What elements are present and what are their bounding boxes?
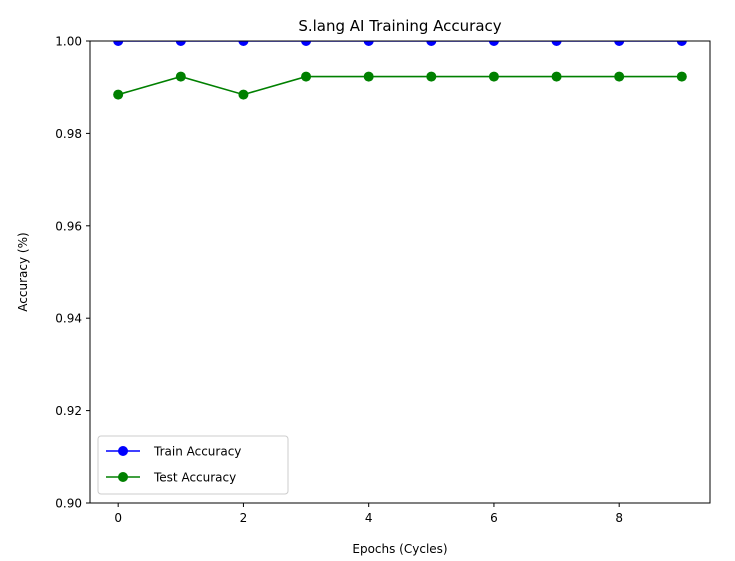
train-accuracy-point	[238, 41, 249, 46]
test-accuracy-point	[551, 71, 562, 82]
series-clip-group	[113, 41, 687, 100]
y-tick-label: 0.92	[55, 404, 82, 418]
train-accuracy-point	[175, 41, 186, 46]
x-tick-label: 4	[365, 511, 373, 525]
plot-series	[113, 41, 687, 100]
test-accuracy-point	[426, 71, 437, 82]
train-accuracy-point	[113, 41, 124, 46]
x-tick-label: 2	[240, 511, 248, 525]
x-tick-label: 8	[615, 511, 623, 525]
test-accuracy-point	[614, 71, 625, 82]
test-accuracy-line	[117, 75, 682, 96]
x-tick-label: 0	[114, 511, 122, 525]
x-tick-label: 6	[490, 511, 498, 525]
chart-title: S.lang AI Training Accuracy	[298, 17, 501, 35]
test-accuracy-point	[363, 71, 374, 82]
train-accuracy-point	[363, 41, 374, 46]
train-accuracy-legend-marker	[118, 446, 128, 456]
test-accuracy-point	[676, 71, 687, 82]
train-accuracy-point	[488, 41, 499, 46]
y-tick-label: 0.96	[55, 219, 82, 233]
test-accuracy-point	[175, 71, 186, 82]
y-tick-label: 0.94	[55, 312, 82, 326]
test-accuracy-legend-marker	[118, 472, 128, 482]
train-accuracy-point	[551, 41, 562, 46]
plot-frame	[89, 40, 711, 504]
train-accuracy-legend-label: Train Accuracy	[153, 445, 241, 459]
train-accuracy-point	[614, 41, 625, 46]
axis-ticks: 0 2 4 6 8 0.90 0.92 0.94 0.96 0.98 1.00	[55, 35, 623, 526]
test-accuracy-point	[488, 71, 499, 82]
legend: Train Accuracy Test Accuracy	[97, 435, 289, 495]
train-accuracy-point	[676, 41, 687, 46]
x-axis-label: Epochs (Cycles)	[352, 542, 447, 556]
y-axis-label: Accuracy (%)	[16, 232, 30, 311]
legend-box	[97, 435, 289, 495]
test-accuracy-point	[113, 89, 124, 100]
train-accuracy-point	[426, 41, 437, 46]
y-tick-label: 0.90	[55, 497, 82, 511]
test-accuracy-point	[238, 89, 249, 100]
y-tick-label: 0.98	[55, 127, 82, 141]
test-accuracy-point	[301, 71, 312, 82]
y-tick-label: 1.00	[55, 35, 82, 49]
test-accuracy-legend-label: Test Accuracy	[153, 471, 236, 485]
train-accuracy-point	[301, 41, 312, 46]
